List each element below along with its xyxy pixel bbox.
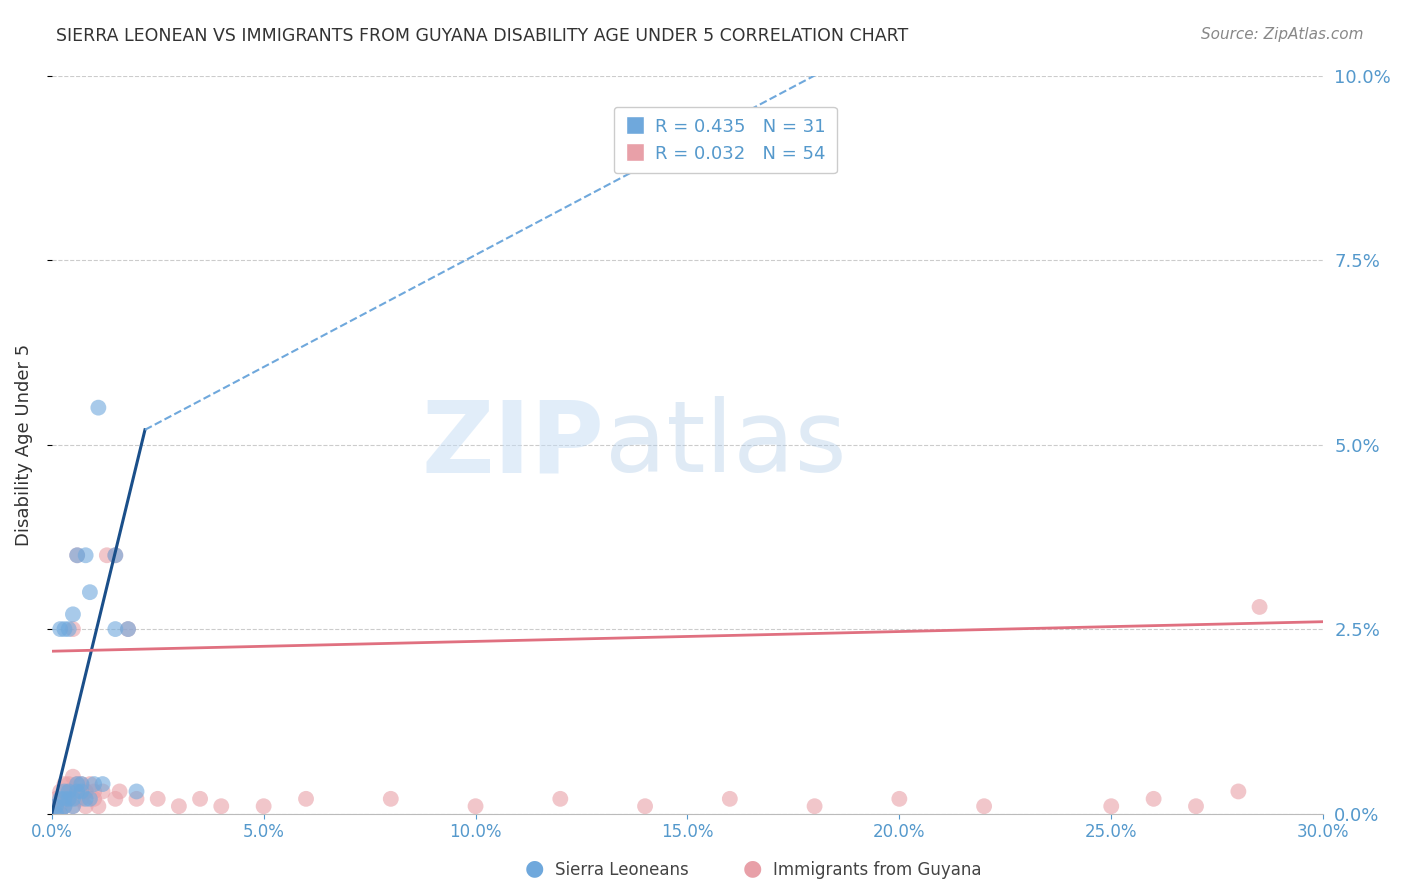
Point: [889, 792, 911, 806]
Point: [75, 784, 97, 798]
Point: [550, 792, 572, 806]
Point: [117, 622, 139, 636]
Point: [75, 549, 97, 563]
Point: [45, 792, 67, 806]
Text: ●: ●: [524, 859, 544, 879]
Point: [62, 799, 84, 814]
Text: ZIP: ZIP: [422, 396, 605, 493]
Legend: R = 0.435   N = 31, R = 0.032   N = 54: R = 0.435 N = 31, R = 0.032 N = 54: [614, 107, 837, 173]
Point: [66, 777, 89, 791]
Point: [803, 799, 825, 814]
Point: [62, 792, 84, 806]
Point: [83, 784, 105, 798]
Point: [58, 777, 80, 791]
Point: [75, 792, 97, 806]
Point: [634, 799, 657, 814]
Point: [53, 777, 76, 791]
Point: [70, 777, 93, 791]
Point: [75, 799, 97, 814]
Point: [53, 792, 76, 806]
Point: [91, 777, 114, 791]
Point: [53, 799, 76, 814]
Point: [58, 622, 80, 636]
Point: [295, 792, 318, 806]
Point: [104, 549, 127, 563]
Point: [53, 792, 76, 806]
Point: [464, 799, 486, 814]
Point: [49, 806, 72, 821]
Point: [83, 777, 105, 791]
Point: [167, 799, 190, 814]
Point: [104, 622, 127, 636]
Point: [53, 622, 76, 636]
Point: [66, 549, 89, 563]
Point: [75, 784, 97, 798]
Point: [70, 792, 93, 806]
Text: atlas: atlas: [605, 396, 846, 493]
Point: [49, 806, 72, 821]
Point: [62, 622, 84, 636]
Point: [66, 784, 89, 798]
Point: [83, 792, 105, 806]
Point: [79, 585, 101, 599]
Point: [66, 549, 89, 563]
Point: [718, 792, 741, 806]
Y-axis label: Disability Age Under 5: Disability Age Under 5: [15, 343, 32, 546]
Point: [49, 799, 72, 814]
Point: [49, 792, 72, 806]
Point: [79, 777, 101, 791]
Point: [104, 549, 127, 563]
Point: [1142, 792, 1164, 806]
Text: ●: ●: [742, 859, 762, 879]
Point: [125, 784, 148, 798]
Point: [125, 792, 148, 806]
Point: [70, 784, 93, 798]
Point: [188, 792, 211, 806]
Point: [58, 784, 80, 798]
Point: [58, 792, 80, 806]
Text: Source: ZipAtlas.com: Source: ZipAtlas.com: [1201, 27, 1364, 42]
Point: [45, 799, 67, 814]
Text: Immigrants from Guyana: Immigrants from Guyana: [773, 861, 981, 879]
Point: [209, 799, 232, 814]
Text: SIERRA LEONEAN VS IMMIGRANTS FROM GUYANA DISABILITY AGE UNDER 5 CORRELATION CHAR: SIERRA LEONEAN VS IMMIGRANTS FROM GUYANA…: [56, 27, 908, 45]
Point: [62, 784, 84, 798]
Point: [253, 799, 276, 814]
Point: [1249, 599, 1271, 614]
Point: [1185, 799, 1208, 814]
Point: [380, 792, 402, 806]
Point: [53, 799, 76, 814]
Point: [96, 549, 118, 563]
Point: [66, 792, 89, 806]
Point: [66, 777, 89, 791]
Point: [45, 799, 67, 814]
Point: [62, 770, 84, 784]
Point: [108, 784, 131, 798]
Point: [53, 784, 76, 798]
Point: [49, 784, 72, 798]
Point: [62, 607, 84, 622]
Point: [146, 792, 169, 806]
Point: [87, 799, 110, 814]
Point: [62, 799, 84, 814]
Point: [117, 622, 139, 636]
Point: [66, 784, 89, 798]
Point: [79, 792, 101, 806]
Point: [49, 622, 72, 636]
Point: [58, 784, 80, 798]
Point: [45, 806, 67, 821]
Point: [104, 792, 127, 806]
Point: [87, 401, 110, 415]
Point: [973, 799, 995, 814]
Point: [70, 777, 93, 791]
Point: [1227, 784, 1250, 798]
Point: [91, 784, 114, 798]
Point: [1099, 799, 1122, 814]
Text: Sierra Leoneans: Sierra Leoneans: [555, 861, 689, 879]
Point: [58, 792, 80, 806]
